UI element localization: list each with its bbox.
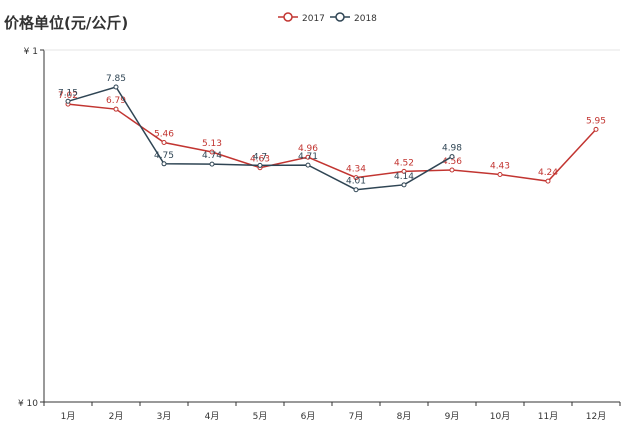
x-tick-label: 1月: [61, 411, 76, 422]
data-label-2017: 6.79: [106, 96, 126, 106]
data-label-2017: 5.46: [154, 130, 174, 140]
data-point-2018: [65, 98, 71, 104]
data-label-2017: 4.34: [346, 165, 366, 175]
data-point-2018: [209, 161, 215, 167]
legend-label-2017: 2017: [302, 14, 325, 24]
data-label-2018: 4.14: [394, 172, 414, 182]
data-label-2017: 5.95: [586, 116, 606, 126]
x-tick-label: 6月: [301, 411, 316, 422]
legend-marker-2017: [283, 12, 293, 22]
data-label-2017: 4.63: [250, 155, 270, 165]
x-tick-label: 3月: [157, 411, 172, 422]
data-point-2017: [545, 178, 551, 184]
x-tick-label: 5月: [253, 411, 268, 422]
x-tick-label: 8月: [397, 411, 412, 422]
data-point-2017: [305, 154, 311, 160]
data-point-2017: [209, 149, 215, 155]
data-label-2017: 4.24: [538, 168, 558, 178]
data-label-2018: 4.75: [154, 151, 174, 161]
data-label-2018: 4.74: [202, 151, 222, 161]
data-label-2018: 4.7: [253, 152, 267, 162]
data-label-2017: 4.96: [298, 144, 318, 154]
x-tick-label: 7月: [349, 411, 364, 422]
x-tick-label: 11月: [538, 411, 558, 422]
y-tick-label: ¥ 10: [18, 399, 38, 409]
data-point-2017: [401, 168, 407, 174]
data-label-2018: 7.15: [58, 88, 78, 98]
data-point-2018: [305, 162, 311, 168]
x-tick-label: 4月: [205, 411, 220, 422]
data-point-2017: [593, 126, 599, 132]
data-point-2017: [113, 106, 119, 112]
data-label-2018: 4.01: [346, 177, 366, 187]
data-label-2018: 4.98: [442, 144, 462, 154]
data-point-2018: [449, 154, 455, 160]
y-tick-label: ¥ 1: [24, 47, 38, 57]
data-label-2017: 4.43: [490, 161, 510, 171]
series-line-2017: [67, 103, 597, 182]
data-point-2017: [353, 175, 359, 181]
data-label-2017: 4.52: [394, 158, 414, 168]
data-label-2017: 5.13: [202, 139, 222, 149]
data-label-2018: 4.71: [298, 152, 318, 162]
data-label-2017: 4.56: [442, 157, 462, 167]
x-tick-label: 9月: [445, 411, 460, 422]
x-tick-label: 2月: [109, 411, 124, 422]
data-point-2017: [449, 167, 455, 173]
data-point-2017: [497, 171, 503, 177]
data-label-2017: 7.02: [58, 91, 78, 101]
data-point-2018: [257, 162, 263, 168]
data-point-2018: [161, 161, 167, 167]
data-point-2018: [401, 182, 407, 188]
data-label-2018: 7.85: [106, 74, 126, 84]
data-point-2017: [161, 140, 167, 146]
x-tick-label: 12月: [586, 411, 606, 422]
legend-marker-2018: [335, 12, 345, 22]
data-point-2018: [113, 84, 119, 90]
x-tick-label: 10月: [490, 411, 510, 422]
data-point-2018: [353, 187, 359, 193]
legend-label-2018: 2018: [354, 14, 377, 24]
chart-title: 价格单位(元/公斤): [4, 14, 129, 32]
